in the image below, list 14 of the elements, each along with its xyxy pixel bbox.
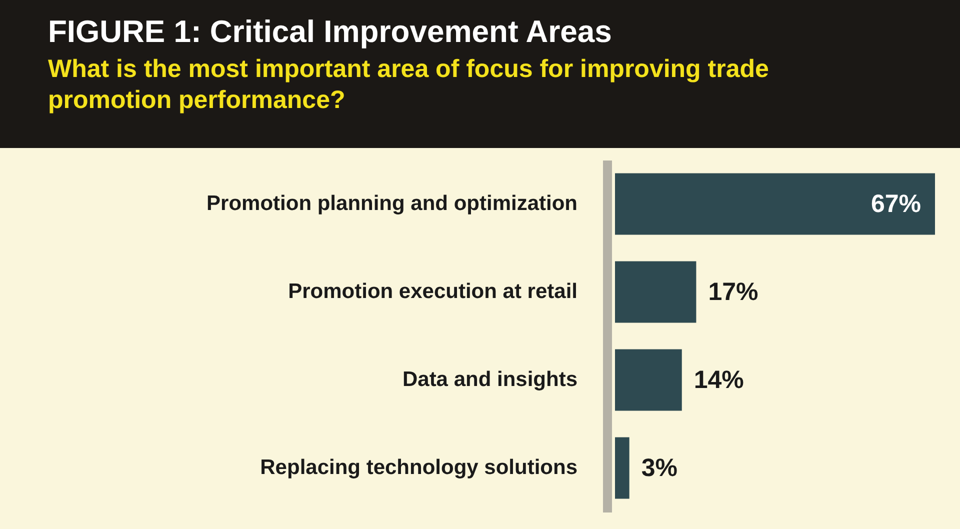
- text: FIGURE 1: Critical Improvement Areas: [48, 14, 613, 50]
- bar: [615, 261, 696, 323]
- y-tick-label: Data and insights: [402, 368, 578, 391]
- text: What is the most important area of focus for improving trade promotion performance?: [48, 54, 770, 116]
- data-label: 17%: [708, 278, 758, 306]
- y-tick-label: Promotion planning and optimization: [206, 192, 578, 215]
- data-label: 14%: [694, 366, 744, 394]
- bar: [615, 173, 935, 235]
- data-label: 3%: [641, 454, 678, 482]
- bar: [615, 349, 682, 411]
- y-tick-label: Promotion execution at retail: [288, 280, 578, 303]
- data-label: 67%: [870, 190, 921, 218]
- y-tick-label: Replacing technology solutions: [260, 456, 578, 479]
- bar: [615, 437, 630, 499]
